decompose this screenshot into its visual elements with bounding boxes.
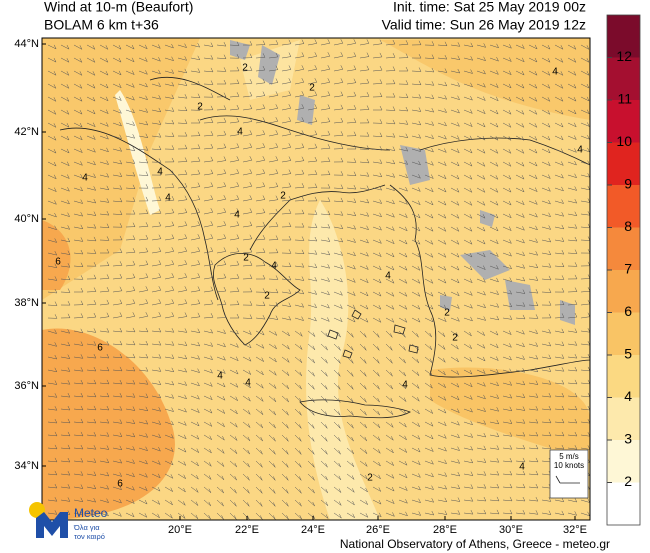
lon-label: 28°E <box>433 524 457 536</box>
wind-key-box <box>549 449 589 499</box>
colorbar-segment <box>607 57 640 100</box>
contour-label: 4 <box>82 173 88 184</box>
wind-key-barb <box>555 475 580 484</box>
contour-label: 4 <box>245 378 251 389</box>
logo-mark <box>36 512 68 538</box>
lon-label: 20°E <box>168 524 192 536</box>
lat-label: 36°N <box>14 380 39 392</box>
contour-label: 6 <box>117 479 123 490</box>
colorbar-label: 9 <box>624 176 632 192</box>
colorbar-label: 2 <box>624 473 632 489</box>
wind-barbs <box>47 39 590 520</box>
contour-label: 4 <box>402 380 408 391</box>
contour-label: 4 <box>385 271 391 282</box>
colorbar-label: 11 <box>617 91 632 107</box>
map-field: 2 4 2 2 4 4 4 4 4 4 2 6 2 4 2 4 2 6 4 4 4 2 4 2 6 <box>42 38 590 520</box>
contour-label: 4 <box>217 371 223 382</box>
contour-label: 4 <box>165 193 171 204</box>
axes: 44°N 42°N 40°N 38°N 36°N 34°N 20°E 22°E 24°E 26°E… <box>14 38 587 536</box>
colorbar-segment <box>607 482 640 525</box>
wind-key: 5 m/s 10 knots <box>549 449 589 499</box>
logo-name: Meteo <box>74 506 108 520</box>
contour-label: 4 <box>234 210 240 221</box>
lat-label: 34°N <box>14 460 39 472</box>
contour-label: 2 <box>309 83 315 94</box>
barb-set <box>47 39 590 520</box>
lon-label: 30°E <box>499 524 523 536</box>
colorbar-segment <box>607 312 640 355</box>
wind-key-knots: 10 knots <box>554 461 584 470</box>
colorbar-label: 6 <box>624 303 632 319</box>
colorbar-segment <box>607 15 640 58</box>
colorbar-segment <box>607 270 640 313</box>
contour-label: 4 <box>552 67 558 78</box>
colorbar-label: 4 <box>624 388 632 404</box>
lat-label: 40°N <box>14 213 39 225</box>
lon-label: 32°E <box>563 524 587 536</box>
colorbar-label: 12 <box>616 48 632 64</box>
colorbar-label: 5 <box>624 346 632 362</box>
init-time: Init. time: Sat 25 May 2019 00z <box>393 0 586 15</box>
contour-label: 2 <box>280 191 286 202</box>
colorbar-label: 3 <box>624 431 632 447</box>
colorbar-segment <box>607 397 640 440</box>
lon-label: 22°E <box>235 524 259 536</box>
contour-label: 4 <box>157 167 163 178</box>
colorbar-segment <box>607 100 640 143</box>
colorbar-segment <box>607 142 640 185</box>
contour-label: 2 <box>243 253 249 264</box>
colorbar-segment <box>607 440 640 483</box>
title-line2: BOLAM 6 km t+36 <box>44 17 159 33</box>
valid-time: Valid time: Sun 26 May 2019 12z <box>382 17 586 33</box>
colorbar-label: 7 <box>624 261 632 277</box>
colorbar-label: 8 <box>624 218 632 234</box>
logo-sun <box>29 502 45 518</box>
lat-label: 44°N <box>14 38 39 50</box>
contour-label: 2 <box>264 291 270 302</box>
wind-key-speed: 5 m/s <box>559 452 579 461</box>
colorbar-label: 10 <box>616 133 632 149</box>
contour-labels: 2 4 2 2 4 4 4 4 4 4 2 6 2 4 2 4 2 6 4 4 4 2 4 2 6 <box>55 63 583 490</box>
title-line1: Wind at 10-m (Beaufort) <box>44 0 193 15</box>
lat-label: 42°N <box>14 126 39 138</box>
footer: National Observatory of Athens, Greece -… <box>340 537 610 551</box>
contour-label: 6 <box>55 257 61 268</box>
logo-tagline2: τον καιρό <box>74 532 105 541</box>
lon-label: 26°E <box>366 524 390 536</box>
lat-label: 38°N <box>14 297 39 309</box>
colorbar-segment <box>607 227 640 270</box>
logo-tagline1: Όλα για <box>73 523 100 532</box>
colorbar-segment <box>607 185 640 228</box>
contour-label: 4 <box>237 127 243 138</box>
contour-label: 4 <box>577 145 583 156</box>
contour-label: 2 <box>444 308 450 319</box>
contour-label: 2 <box>452 333 458 344</box>
contour-label: 4 <box>519 462 525 473</box>
contour-label: 6 <box>97 343 103 354</box>
map-frame <box>41 37 591 521</box>
lon-label: 24°E <box>301 524 325 536</box>
contour-label: 2 <box>242 63 248 74</box>
contour-label: 4 <box>271 261 277 272</box>
colorbar-segment <box>607 355 640 398</box>
contour-label: 2 <box>367 473 373 484</box>
contour-label: 2 <box>197 102 203 113</box>
logo: Meteo Όλα για τον καιρό <box>29 502 108 541</box>
colorbar: 12 11 10 9 8 7 6 5 4 3 2 <box>606 14 641 526</box>
